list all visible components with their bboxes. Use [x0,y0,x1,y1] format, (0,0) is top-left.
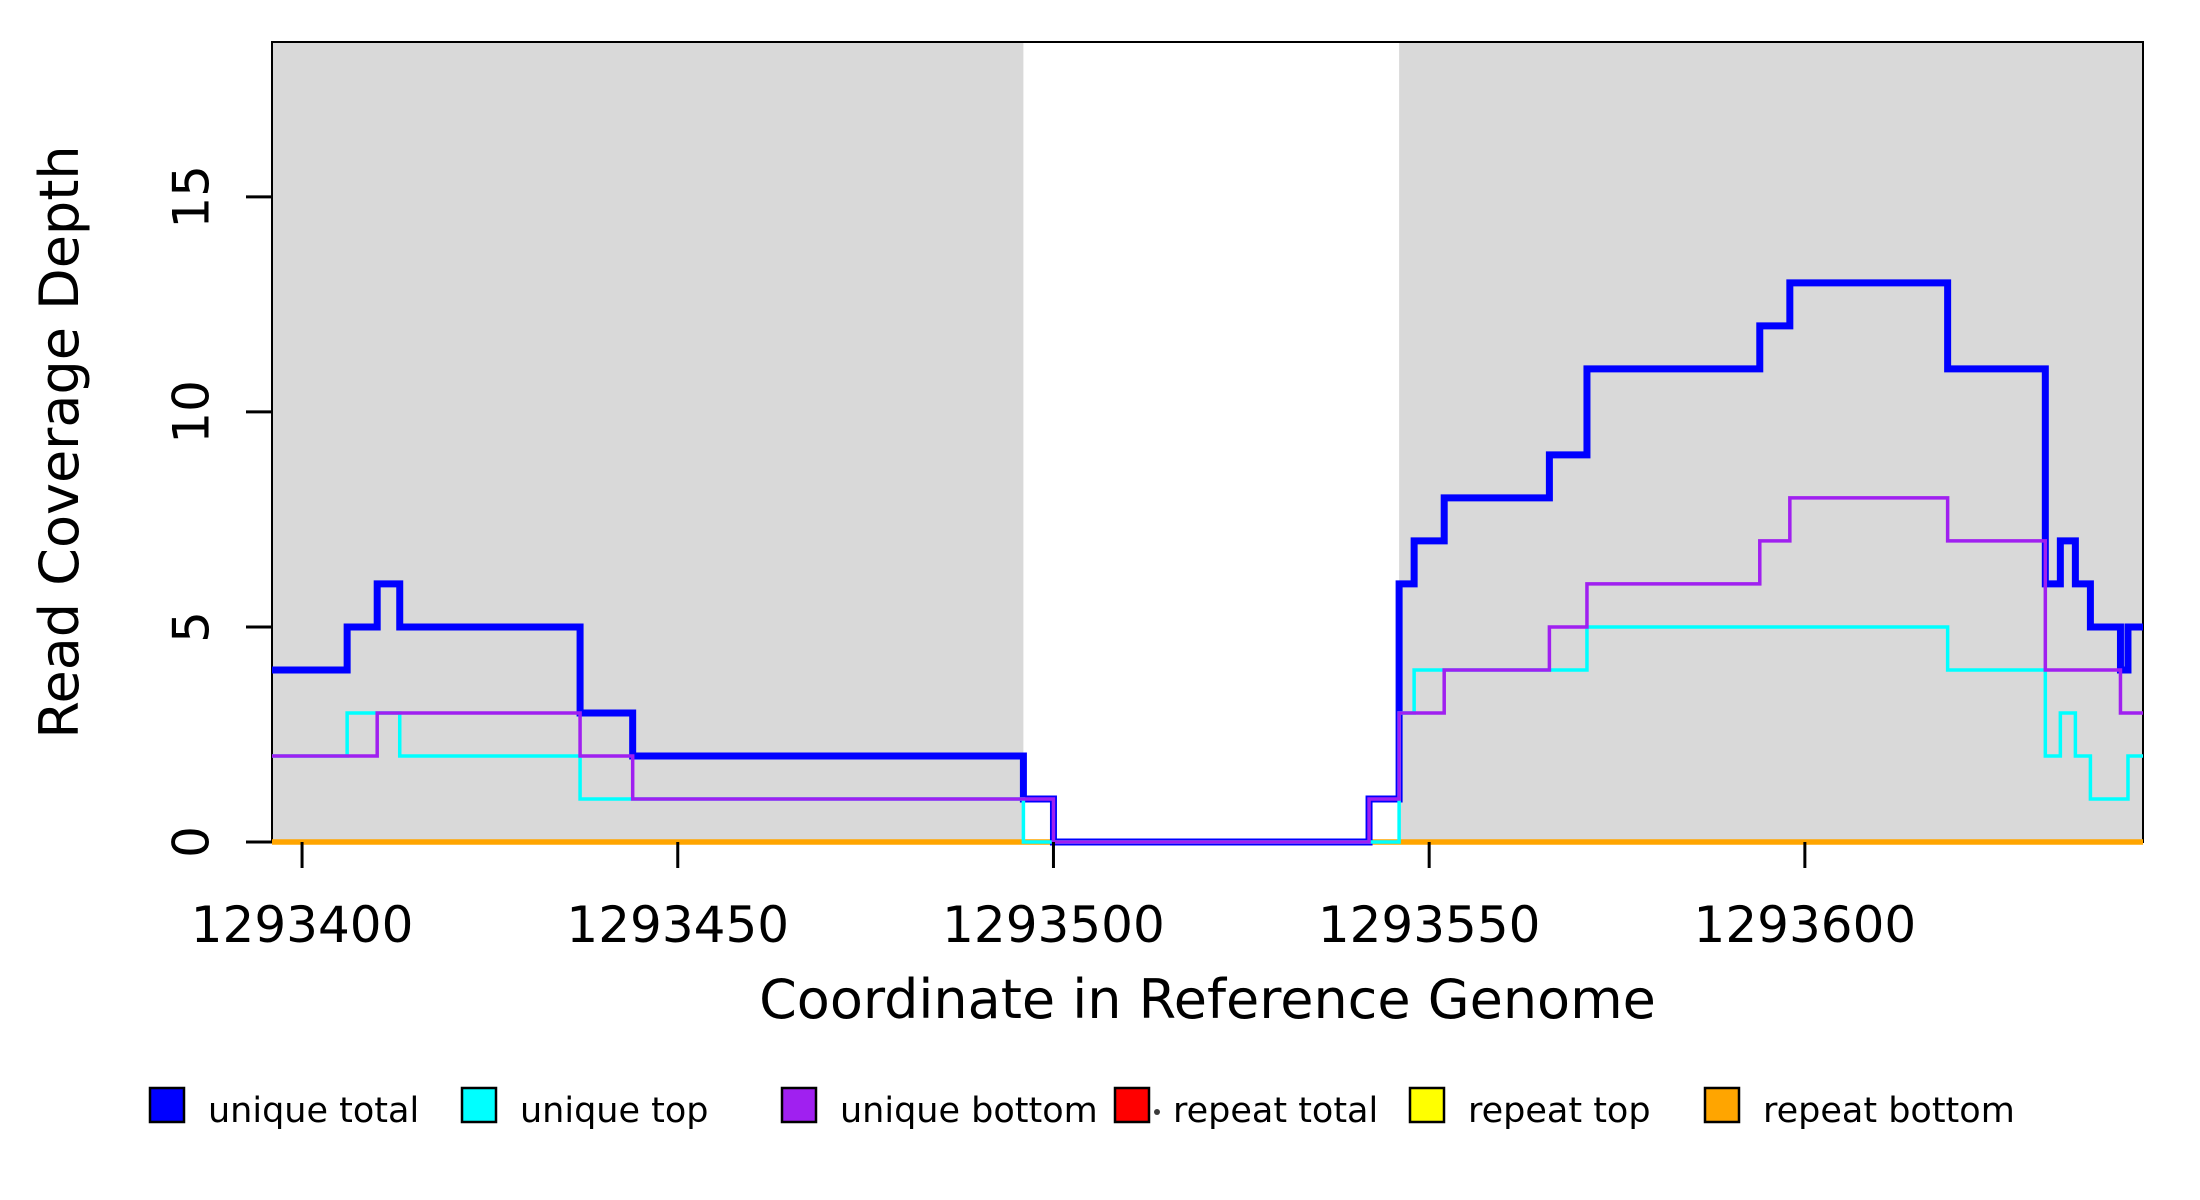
x-axis-title: Coordinate in Reference Genome [759,968,1656,1031]
legend-label: unique bottom [840,1091,1098,1131]
legend-swatch-repeat-total [1113,1086,1151,1124]
shaded-regions [272,42,2143,842]
x-tick-label: 1293550 [1318,896,1541,954]
legend-swatch-unique-bottom [780,1086,818,1124]
legend-item: repeat bottom [1703,1086,2015,1131]
legend-label: unique top [520,1091,709,1131]
y-axis-title: Read Coverage Depth [28,145,91,738]
series-line-unique-top [272,625,2143,844]
legend-label: repeat bottom [1763,1091,2015,1131]
y-tick-label: 0 [163,826,221,858]
series-lines [272,279,2143,846]
x-tick-label: 1293500 [942,896,1165,954]
shaded-region [272,42,1024,842]
legend-label: repeat total [1173,1091,1378,1131]
y-tick-label: 15 [163,165,221,229]
axes: 1293400 1293450 1293500 1293550 1293600 0 5 10 1… [163,165,1917,954]
x-tick-label: 1293600 [1694,896,1917,954]
legend-label: unique total [208,1091,419,1131]
legend-swatch-unique-total [148,1086,186,1124]
legend-item: unique top [460,1086,709,1131]
legend-item: unique bottom [780,1086,1098,1131]
y-tick-label: 5 [163,611,221,643]
series-line-unique-total [272,279,2143,846]
legend-swatch-repeat-top [1408,1086,1446,1124]
legend-swatch-unique-top [460,1086,498,1124]
x-tick-label: 1293400 [191,896,414,954]
legend-label: repeat top [1468,1091,1651,1131]
legend-item: repeat top [1408,1086,1651,1131]
legend-swatch-repeat-bottom [1703,1086,1741,1124]
stray-dot [1154,1109,1160,1115]
shaded-region [1399,42,2143,842]
legend-item: repeat total [1113,1086,1378,1131]
series-line-unique-bottom [272,496,2143,844]
legend-item: unique total [148,1086,419,1131]
legend: unique total unique top unique bottom repea… [148,1086,2015,1131]
y-tick-label: 10 [163,380,221,444]
x-tick-label: 1293450 [566,896,789,954]
